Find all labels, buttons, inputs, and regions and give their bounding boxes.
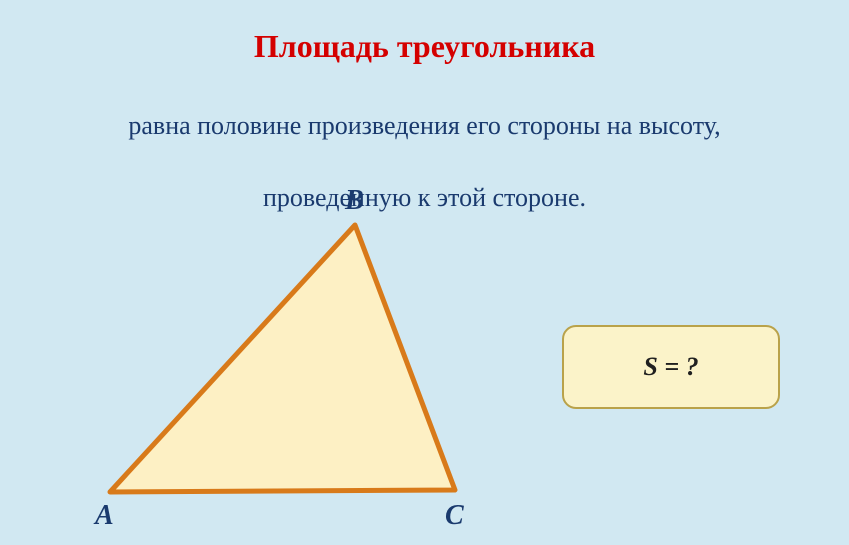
- triangle-diagram: [0, 0, 849, 545]
- vertex-label-a: A: [95, 500, 114, 532]
- formula-text: S = ?: [643, 352, 698, 382]
- triangle-shape: [110, 225, 455, 492]
- vertex-label-c: C: [445, 500, 464, 532]
- formula-box: S = ?: [562, 325, 780, 409]
- vertex-label-b: B: [345, 185, 364, 217]
- slide-canvas: Площадь треугольника равна половине прои…: [0, 0, 849, 545]
